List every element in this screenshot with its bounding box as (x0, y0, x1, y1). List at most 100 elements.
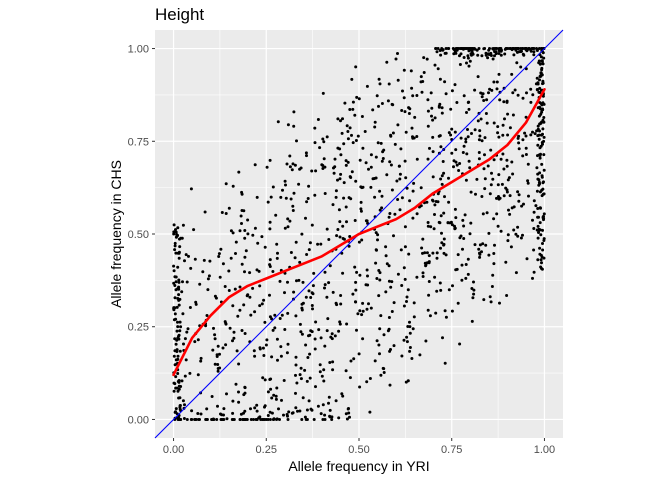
data-point (334, 195, 338, 199)
data-point (292, 124, 296, 128)
data-point (223, 285, 227, 288)
data-point (190, 418, 194, 421)
data-point (321, 91, 325, 95)
data-point (495, 47, 499, 50)
data-point (184, 253, 188, 257)
data-point (203, 210, 207, 214)
data-point (336, 178, 339, 182)
data-point (475, 177, 479, 181)
data-point (481, 212, 485, 216)
data-point (477, 151, 481, 154)
data-point (341, 117, 344, 121)
data-point (466, 54, 470, 58)
data-point (365, 84, 369, 88)
data-point (488, 295, 492, 299)
data-point (410, 357, 414, 360)
data-point (458, 342, 462, 346)
data-point (392, 234, 395, 238)
data-point (350, 77, 354, 81)
data-point (398, 208, 402, 212)
data-point (181, 280, 184, 284)
data-point (299, 330, 303, 334)
data-point (496, 125, 500, 129)
data-point (465, 111, 468, 114)
data-point (384, 254, 388, 258)
data-point (177, 396, 181, 400)
data-point (385, 262, 389, 266)
data-point (490, 88, 494, 92)
data-point (438, 221, 442, 225)
data-point (183, 337, 187, 341)
data-point (225, 417, 229, 421)
data-point (286, 418, 290, 421)
data-point (458, 54, 461, 58)
data-point (341, 237, 345, 240)
data-point (389, 134, 393, 138)
data-point (541, 94, 545, 98)
data-point (327, 395, 331, 399)
data-point (524, 48, 528, 52)
data-point (519, 65, 523, 69)
data-point (327, 401, 330, 405)
data-point (300, 332, 304, 336)
data-point (488, 47, 491, 50)
data-point (228, 326, 232, 330)
data-point (174, 358, 178, 362)
data-point (473, 243, 477, 247)
data-point (318, 370, 322, 374)
data-point (470, 319, 474, 323)
data-point (458, 63, 462, 66)
data-point (537, 59, 541, 63)
data-point (193, 340, 197, 344)
data-point (536, 224, 540, 228)
data-point (517, 141, 521, 145)
data-point (197, 418, 201, 421)
data-point (276, 251, 279, 255)
data-point (505, 164, 509, 168)
data-point (453, 130, 457, 134)
data-point (466, 128, 469, 131)
data-point (345, 322, 349, 326)
data-point (380, 159, 384, 163)
data-point (279, 354, 283, 358)
data-point (482, 99, 486, 102)
data-point (450, 223, 454, 227)
data-point (539, 265, 543, 269)
data-point (174, 407, 178, 411)
data-point (347, 196, 351, 200)
data-point (333, 165, 337, 169)
data-point (273, 326, 277, 330)
data-point (294, 355, 298, 359)
data-point (400, 354, 404, 358)
data-point (359, 200, 363, 204)
data-point (521, 138, 525, 142)
data-point (359, 209, 363, 213)
data-point (539, 258, 543, 262)
data-point (452, 165, 455, 169)
data-point (278, 418, 281, 421)
data-point (505, 294, 509, 297)
data-point (537, 178, 541, 182)
data-point (512, 53, 516, 57)
data-point (319, 242, 323, 246)
data-point (538, 78, 541, 82)
data-point (346, 407, 350, 411)
data-point (529, 87, 533, 91)
data-point (442, 211, 446, 215)
data-point (236, 314, 240, 318)
data-point (401, 89, 404, 93)
data-point (353, 265, 357, 269)
data-point (480, 139, 484, 143)
data-point (227, 269, 231, 273)
data-point (222, 407, 226, 411)
data-point (299, 166, 303, 170)
data-point (252, 418, 255, 421)
data-point (231, 339, 234, 343)
data-point (320, 374, 324, 378)
data-point (176, 251, 180, 255)
data-point (210, 418, 214, 421)
data-point (423, 261, 427, 265)
data-point (468, 59, 472, 63)
data-point (398, 172, 402, 176)
data-point (443, 309, 447, 313)
